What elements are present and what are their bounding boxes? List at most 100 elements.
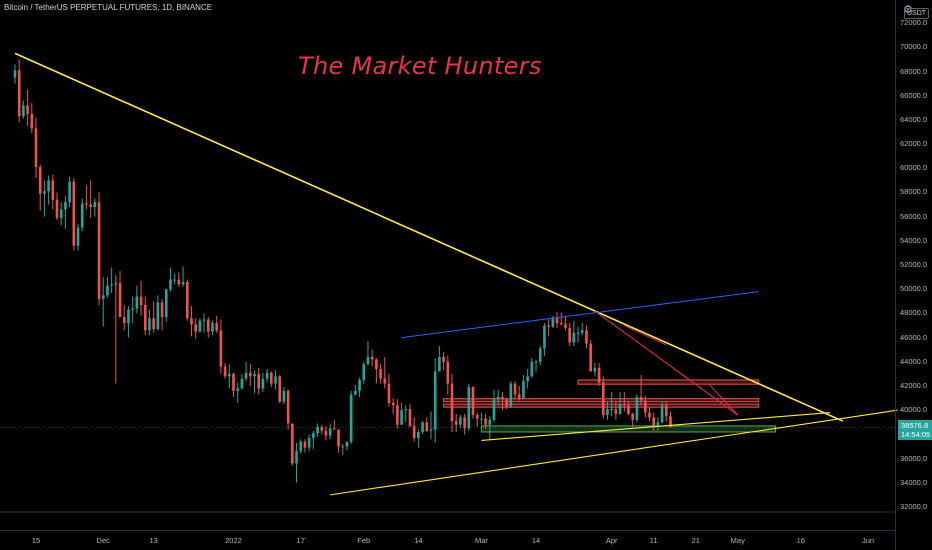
candle-body [551,318,555,327]
candle-body [17,70,21,117]
candle-body [244,372,248,379]
candle-body [337,429,340,447]
candle-body [93,202,97,207]
resistance-zone [443,403,760,408]
candle-body [236,388,239,391]
candle-body [110,284,113,286]
price-tick-label: 34000.0 [900,477,928,487]
bar-countdown: 14:54:05 [901,430,931,439]
price-tick-label: 70000.0 [900,42,928,52]
candle-body [391,402,395,406]
candle-body [227,373,231,377]
price-tick-label: 58000.0 [900,187,928,197]
yellow-trendline [14,52,844,422]
candle-body [601,382,605,416]
candle-body [249,372,252,377]
candle-body [169,279,172,290]
candle-body [135,296,139,309]
candle-body [635,396,639,420]
candle-body [492,399,496,420]
candle-body [89,204,92,207]
candle-body [316,427,319,434]
symbol-title[interactable]: Bitcoin / TetherUS PERPETUAL FUTURES, 1D… [4,3,213,12]
candle-body [627,405,630,414]
candle-body [270,372,273,384]
candle-body [215,323,218,331]
candle-body [665,405,668,417]
candle-body [421,422,424,432]
candle-body [152,318,155,330]
candle-body [106,285,109,296]
time-tick-label: Feb [357,536,371,545]
candle-body [425,422,429,431]
candle-body [433,371,437,430]
candle-body [488,419,492,425]
yellow-trendline [481,412,831,441]
candle-body [240,378,244,389]
candle-body [349,394,353,442]
candle-body [408,408,412,426]
candle-body [143,304,147,331]
candle-body [286,390,290,424]
candle-body [396,405,399,425]
candle-body [194,324,197,332]
candle-body [639,396,643,401]
candle-body [265,372,269,379]
candle-body [80,203,84,228]
candle-body [72,181,76,246]
candle-body [13,70,17,78]
candle-body [513,383,517,395]
candle-body [261,378,265,389]
time-tick-label: 16 [796,536,805,545]
time-tick-label: 14 [414,536,423,545]
candle-body [85,203,88,205]
candle-body [164,289,168,318]
time-tick-label: May [730,536,745,545]
candle-body [526,376,529,382]
candle-body [370,356,374,360]
candle-body [26,105,29,114]
time-tick-label: Apr [605,536,618,545]
candle-body [400,410,403,425]
candle-body [156,302,160,330]
candle-body [278,376,282,402]
candle-body [291,423,294,464]
resistance-zone [577,379,760,385]
candle-body [471,387,475,416]
currency-button[interactable]: USDT [904,8,930,19]
price-tick-label: 66000.0 [900,90,928,100]
candle-body [47,180,50,192]
candle-body [589,343,592,372]
candle-body [190,318,193,325]
candle-body [669,416,672,428]
price-tick-label: 36000.0 [900,453,928,463]
candle-body [101,295,105,299]
candle-body [480,418,483,420]
candle-body [97,202,101,299]
candle-body [55,199,59,218]
candle-body [505,399,508,407]
candle-body [534,361,538,363]
candle-body [467,387,471,429]
candle-body [295,451,298,464]
candle-body [122,317,126,324]
price-tick-label: 60000.0 [900,163,928,173]
candle-body [148,318,151,331]
settings-gear-icon[interactable]: ⚙ [903,4,913,16]
candle-body [299,441,303,452]
candle-body [34,128,38,168]
chart-overlay-title: The Market Hunters [298,52,542,80]
last-price-badge: 38576.8 14:54:05 [898,420,932,440]
red-trendline [624,325,667,346]
candle-body [139,296,143,305]
candle-body [64,202,67,210]
time-tick-label: 14 [531,536,541,545]
time-tick-label: 17 [296,536,305,545]
candle-body [185,281,189,319]
candle-body [30,113,34,129]
candle-body [307,438,311,448]
candle-body [366,356,370,365]
candle-body [375,359,378,370]
